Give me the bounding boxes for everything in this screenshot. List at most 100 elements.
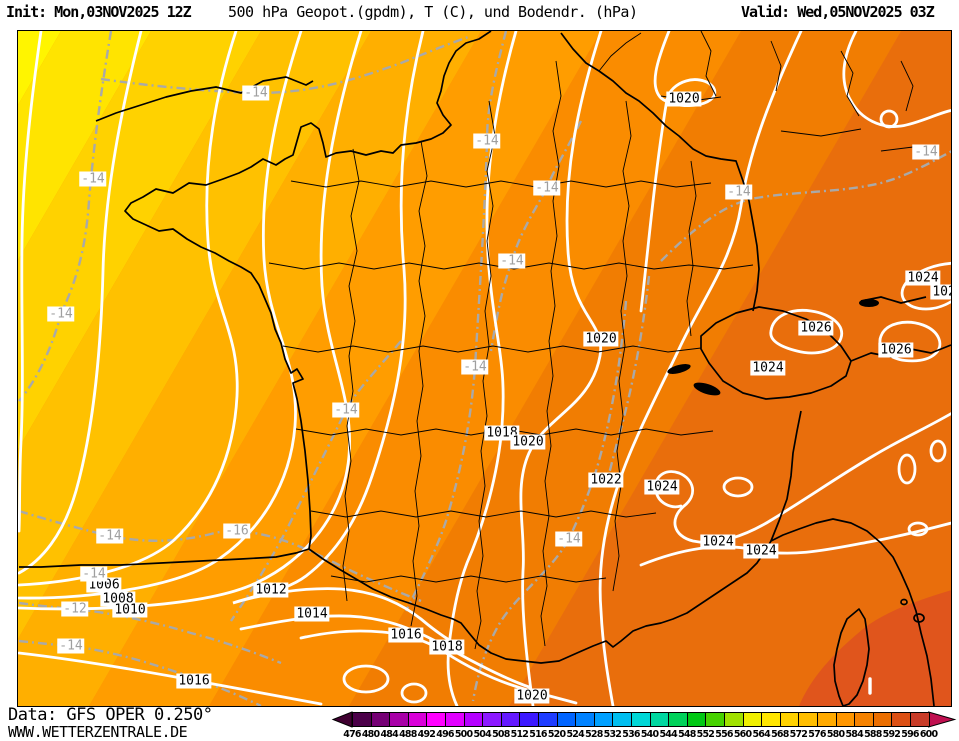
colorbar-segment [742, 712, 763, 727]
colorbar-segment [779, 712, 800, 727]
temp-contour-label: -14 [332, 402, 360, 418]
temp-contour-label: -14 [725, 184, 753, 200]
valid-time-label: Valid: Wed,05NOV2025 03Z [741, 3, 935, 21]
colorbar-segment [631, 712, 651, 727]
colorbar-tick: 548 [678, 729, 696, 740]
colorbar-arrow-left [331, 711, 353, 728]
data-source-label: Data: GFS OPER 0.250° [8, 705, 213, 725]
pressure-contour-label: 1016 [176, 673, 212, 689]
temp-contour-label: -14 [242, 85, 270, 101]
pressure-contour-label: 1018 [429, 639, 465, 655]
colorbar-tick: 576 [808, 729, 826, 740]
pressure-contour-label: 1024 [905, 270, 941, 286]
colorbar-segment [761, 712, 781, 727]
pressure-contour-label: 1024 [750, 360, 786, 376]
colorbar-tick: 592 [882, 729, 901, 740]
colorbar-tick: 484 [380, 729, 398, 740]
init-time-label: Init: Mon,03NOV2025 12Z [6, 3, 192, 21]
chart-title: 500 hPa Geopot.(gpdm), T (C), und Bodend… [228, 3, 638, 21]
colorbar-tick: 580 [826, 729, 845, 740]
temp-contour-label: -14 [79, 171, 107, 187]
colorbar-segment [370, 712, 391, 727]
pressure-contour-label: 1026 [878, 342, 914, 358]
temp-contour-label: -14 [912, 144, 940, 160]
pressure-contour-label: 1024 [930, 284, 951, 300]
colorbar-segment [798, 712, 818, 727]
lakes [667, 299, 879, 396]
map-canvas: 1020102410241026102610241020101810201022… [17, 30, 952, 707]
colorbar-tick: 532 [603, 729, 622, 740]
colorbar-segment [612, 712, 632, 727]
pressure-contour-label: 1026 [798, 320, 834, 336]
temp-contour-label: -14 [555, 531, 583, 547]
colorbar-arrow-right [928, 711, 957, 728]
temp-contour-label: -14 [96, 528, 124, 544]
colorbar-segment [817, 712, 837, 727]
colorbar-tick: 476 [343, 729, 361, 740]
colorbar-tick: 556 [715, 729, 733, 740]
colorbar-segment [854, 712, 874, 727]
pressure-contour-label: 1020 [514, 688, 550, 704]
colorbar-tick: 520 [547, 729, 566, 740]
colorbar-segment [593, 712, 614, 727]
colorbar-segment [445, 712, 465, 727]
temp-contour-label: -14 [533, 180, 561, 196]
colorbar-segment [500, 712, 521, 727]
colorbar-tick: 560 [733, 729, 752, 740]
colorbar-tick: 600 [919, 729, 938, 740]
pressure-contour-label: 1014 [294, 606, 330, 622]
colorbar-segment [724, 712, 744, 727]
colorbar-tick: 480 [361, 729, 380, 740]
temp-contour-label: -14 [80, 566, 108, 582]
colorbar-segment [407, 712, 428, 727]
colorbar-segment [352, 712, 372, 727]
colorbar-segment [482, 712, 502, 727]
colorbar-segment [891, 712, 911, 727]
colorbar-tick: 584 [845, 729, 863, 740]
colorbar-tick: 596 [901, 729, 919, 740]
colorbar-tick: 552 [696, 729, 715, 740]
colorbar-segment [668, 712, 688, 727]
pressure-contour-label: 1024 [700, 534, 736, 550]
colorbar-tick: 492 [417, 729, 436, 740]
pressure-contour-label: 1012 [253, 582, 289, 598]
temp-contour-label: -14 [473, 133, 501, 149]
colorbar-tick: 536 [622, 729, 640, 740]
website-label: WWW.WETTERZENTRALE.DE [8, 723, 188, 741]
temp-contour-label: -14 [498, 253, 526, 269]
colorbar-segment [872, 712, 893, 727]
temp-contour-label: -14 [461, 359, 489, 375]
colorbar-segment [389, 712, 409, 727]
colorbar-tick: 508 [492, 729, 510, 740]
chart-header: Init: Mon,03NOV2025 12Z 500 hPa Geopot.(… [0, 0, 959, 28]
colorbar-tick: 564 [752, 729, 770, 740]
region-borders [268, 31, 922, 650]
geopotential-dark-region [799, 590, 951, 706]
colorbar-tick: 516 [529, 729, 547, 740]
colorbar-tick: 588 [864, 729, 882, 740]
pressure-contour-label: 1020 [666, 91, 702, 107]
temp-contour-label: -14 [57, 638, 85, 654]
colorbar-segment [686, 712, 707, 727]
colorbar-segment [575, 712, 595, 727]
colorbar-segment [463, 712, 484, 727]
colorbar-segment [519, 712, 539, 727]
pressure-contour-label: 1024 [743, 543, 779, 559]
pressure-contour-label: 1022 [588, 472, 624, 488]
colorbar-segment [426, 712, 446, 727]
colorbar-tick: 512 [510, 729, 529, 740]
pressure-contour-label: 1010 [112, 602, 148, 618]
colorbar-tick: 500 [454, 729, 473, 740]
pressure-contour-label: 1020 [583, 331, 619, 347]
colorbar-tick: 568 [771, 729, 789, 740]
colorbar-segment [705, 712, 725, 727]
temp-contour-label: -12 [61, 601, 89, 617]
colorbar-tick: 544 [659, 729, 677, 740]
colorbar-tick: 572 [789, 729, 808, 740]
temperature-contours [18, 31, 951, 706]
colorbar-tick: 488 [399, 729, 417, 740]
pressure-contour-label: 1020 [510, 434, 546, 450]
colorbar-tick: 504 [473, 729, 491, 740]
colorbar-segment [910, 712, 930, 727]
